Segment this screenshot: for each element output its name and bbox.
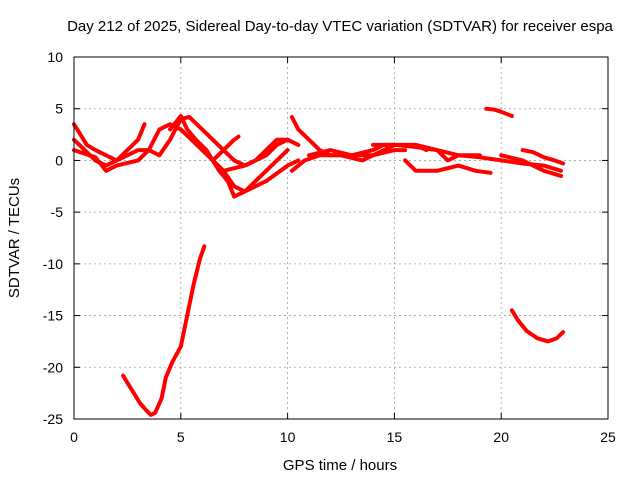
series-track-03 [72,122,290,194]
series-track-08 [289,148,408,173]
grid-layer [74,57,608,419]
y-tick-label: -25 [43,411,63,427]
series-track-04 [168,114,301,199]
y-axis-label: SDTVAR / TECUs [6,178,23,298]
x-tick-label: 25 [600,429,616,445]
chart-title: Day 212 of 2025, Sidereal Day-to-day VTE… [67,18,613,35]
y-tick-label: -15 [43,308,63,324]
ticks-layer: 0 5 10 15 20 25 -25 -20 -15 -10 -5 0 5 10 [43,49,616,445]
series-layer [72,106,566,417]
y-tick-label: -20 [43,359,63,375]
series-track-15 [484,106,514,118]
y-tick-label: 5 [55,101,63,117]
series-track-01 [72,122,147,163]
x-tick-label: 0 [70,429,78,445]
y-tick-label: 0 [55,152,63,168]
series-track-16 [121,244,207,417]
series-track-12 [413,142,482,163]
series-track-07 [289,115,397,158]
x-tick-label: 15 [387,429,403,445]
series-track-13 [499,153,563,178]
series-track-06 [221,137,301,173]
series-track-14 [520,148,566,166]
y-tick-label: -5 [51,204,64,220]
x-tick-label: 20 [493,429,509,445]
plot-frame [73,56,609,420]
x-axis-label: GPS time / hours [283,457,397,474]
y-tick-label: 10 [47,49,63,65]
x-tick-label: 5 [177,429,185,445]
series-track-17 [509,308,566,344]
y-tick-label: -10 [43,256,63,272]
series-track-11 [403,158,493,175]
x-tick-label: 10 [280,429,296,445]
series-track-05 [210,134,241,163]
